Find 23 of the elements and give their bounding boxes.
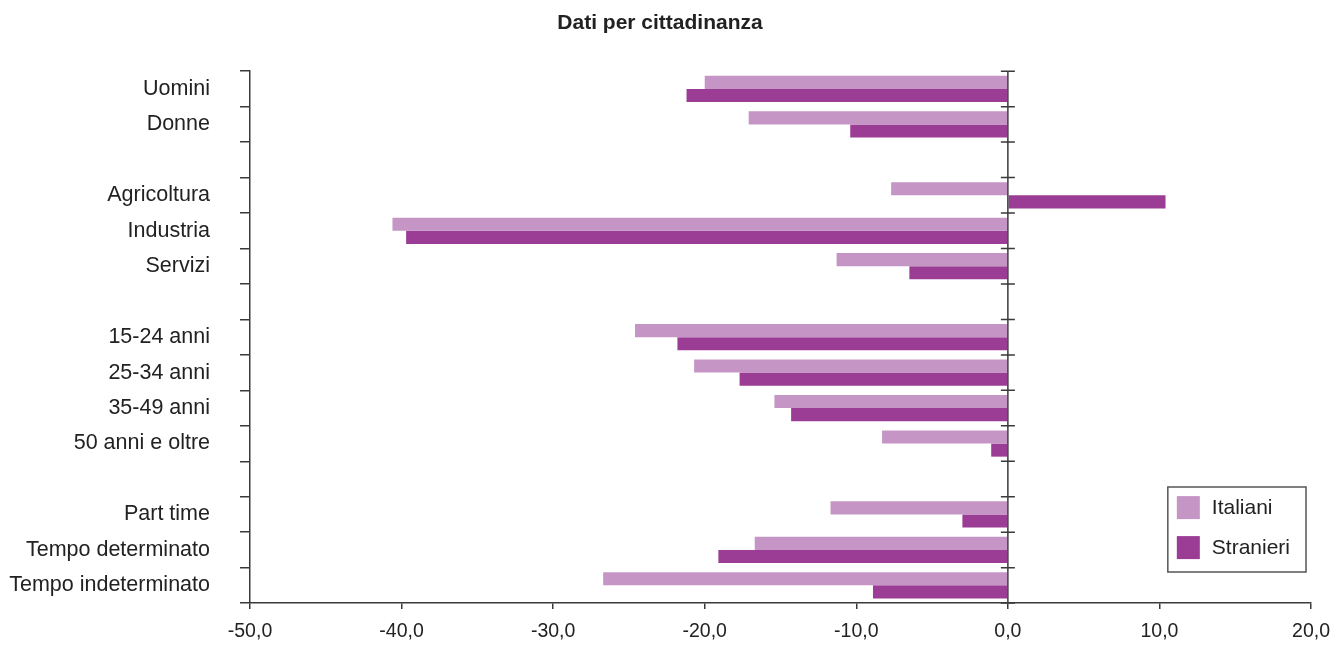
chart-title: Dati per cittadinanza bbox=[557, 10, 763, 34]
y-tick-label: 15-24 anni bbox=[108, 324, 210, 349]
y-tick-label: Uomini bbox=[143, 75, 210, 100]
y-tick-label: Part time bbox=[123, 501, 210, 526]
x-tick-label: -20,0 bbox=[682, 619, 728, 642]
y-tick-label: Tempo determinato bbox=[25, 536, 211, 561]
x-tick-label: 0,0 bbox=[994, 619, 1022, 642]
x-tick-label: 20,0 bbox=[1292, 619, 1331, 642]
y-tick-label: Industria bbox=[127, 217, 211, 242]
y-tick-label: Agricoltura bbox=[107, 182, 211, 207]
legend-label: Stranieri bbox=[1211, 534, 1291, 558]
y-tick-label: 35-49 anni bbox=[108, 394, 210, 419]
y-tick-label: Tempo indeterminato bbox=[9, 572, 211, 597]
y-tick-label: Donne bbox=[146, 111, 210, 136]
x-tick-label: -10,0 bbox=[834, 619, 879, 642]
x-tick-label: -50,0 bbox=[227, 619, 273, 642]
y-tick-label: 25-34 anni bbox=[108, 359, 210, 384]
x-tick-label: 10,0 bbox=[1140, 619, 1179, 642]
x-tick-label: -30,0 bbox=[530, 619, 576, 642]
y-tick-label: 50 anni e oltre bbox=[73, 430, 210, 455]
legend-label: Italiani bbox=[1211, 494, 1273, 518]
y-tick-label: Servizi bbox=[145, 253, 210, 278]
x-tick-label: -40,0 bbox=[379, 619, 424, 642]
